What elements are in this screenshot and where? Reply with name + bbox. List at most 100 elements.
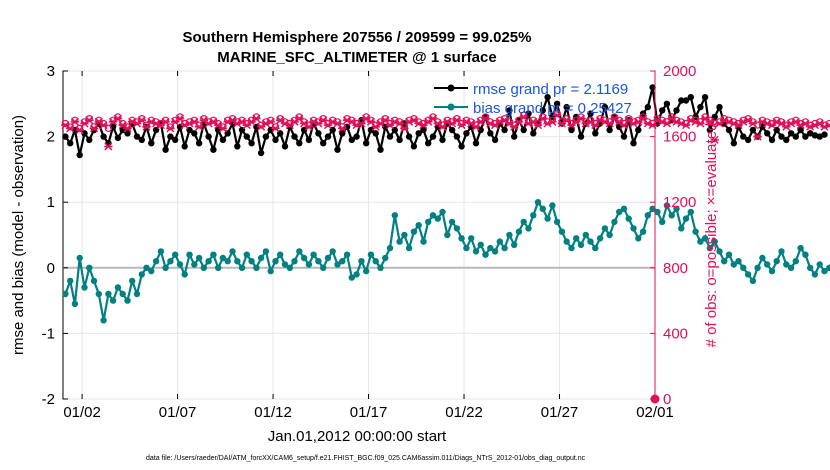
ticks: 01/02 01/07 01/12 01/17 01/22 01/27 02/01 -2 -1 0… bbox=[42, 63, 697, 421]
y-tick-label-left: 1 bbox=[47, 194, 55, 211]
point-obs_evaluated bbox=[213, 121, 223, 130]
x-tick-label: 01/22 bbox=[445, 404, 483, 421]
point-obs_evaluated bbox=[194, 122, 204, 131]
point-bias bbox=[363, 267, 370, 275]
point-obs_possible bbox=[687, 114, 695, 123]
point-obs_possible bbox=[668, 113, 676, 121]
y-tick-label-right: 400 bbox=[663, 325, 688, 342]
series-bias bbox=[62, 199, 830, 324]
point-bias bbox=[81, 284, 88, 291]
point-rmse bbox=[797, 126, 804, 134]
point-obs_possible bbox=[520, 111, 528, 119]
point-rmse bbox=[324, 133, 332, 140]
point-bias bbox=[215, 264, 222, 271]
y-tick-label-left: 3 bbox=[47, 63, 55, 80]
point-rmse bbox=[367, 126, 375, 134]
point-rmse bbox=[181, 143, 188, 150]
point-bias bbox=[343, 251, 351, 258]
point-obs_possible bbox=[190, 116, 198, 124]
point-bias bbox=[157, 248, 165, 255]
point-obs_possible bbox=[319, 114, 327, 123]
point-bias bbox=[587, 238, 594, 245]
point-obs_possible bbox=[596, 114, 604, 123]
y-axis-label-right: # of obs: o=possible; ×=evaluated bbox=[703, 123, 720, 348]
point-rmse bbox=[706, 126, 714, 134]
point-rmse bbox=[511, 133, 518, 140]
point-bias bbox=[754, 264, 761, 271]
point-bias bbox=[682, 215, 690, 222]
point-rmse bbox=[248, 140, 255, 147]
point-bias bbox=[191, 261, 198, 268]
point-obs_possible bbox=[310, 116, 318, 124]
series-obs_possible bbox=[61, 109, 830, 132]
point-rmse bbox=[520, 126, 527, 134]
point-bias bbox=[300, 254, 308, 262]
point-obs_evaluated bbox=[80, 119, 89, 128]
point-bias bbox=[659, 218, 666, 226]
point-obs_evaluated bbox=[323, 121, 333, 130]
point-rmse bbox=[425, 140, 432, 147]
point-rmse bbox=[439, 136, 446, 144]
point-obs_possible bbox=[195, 121, 203, 129]
y-tick-label-right: 1600 bbox=[663, 129, 696, 146]
point-bias bbox=[296, 248, 303, 255]
point-obs_possible bbox=[357, 118, 365, 126]
point-bias bbox=[534, 199, 542, 206]
point-bias bbox=[114, 284, 122, 291]
point-bias bbox=[133, 290, 141, 298]
y-tick-label-right: 2000 bbox=[663, 63, 696, 80]
point-bias bbox=[592, 244, 599, 252]
point-rmse bbox=[124, 130, 131, 137]
point-rmse bbox=[291, 133, 298, 140]
point-obs_evaluated bbox=[734, 121, 743, 130]
point-rmse bbox=[783, 136, 790, 144]
point-rmse bbox=[363, 140, 370, 147]
point-bias bbox=[654, 208, 661, 216]
point-rmse bbox=[501, 126, 508, 134]
point-bias bbox=[186, 251, 193, 258]
point-rmse bbox=[86, 136, 93, 144]
point-obs_possible bbox=[720, 114, 728, 123]
point-obs_possible bbox=[434, 118, 442, 126]
point-obs_possible bbox=[539, 113, 547, 121]
point-obs_evaluated bbox=[572, 117, 581, 126]
chart-title-line2: MARINE_SFC_ALTIMETER @ 1 surface bbox=[217, 49, 496, 66]
point-obs_possible bbox=[625, 114, 633, 123]
point-rmse bbox=[448, 126, 456, 134]
point-obs_evaluated bbox=[199, 116, 209, 125]
point-bias bbox=[205, 258, 212, 265]
point-bias bbox=[448, 218, 456, 226]
point-obs_possible bbox=[267, 116, 275, 124]
point-obs_evaluated bbox=[567, 121, 576, 130]
series-layer bbox=[61, 84, 830, 404]
point-rmse bbox=[210, 146, 217, 153]
point-obs_possible bbox=[166, 123, 174, 131]
point-obs_evaluated bbox=[433, 119, 442, 128]
point-bias bbox=[143, 264, 150, 271]
point-obs_evaluated bbox=[132, 119, 142, 128]
point-rmse bbox=[377, 146, 384, 153]
point-obs_evaluated bbox=[104, 142, 113, 151]
point-obs_evaluated bbox=[409, 116, 419, 125]
point-obs_evaluated bbox=[247, 117, 256, 126]
point-bias bbox=[310, 251, 317, 258]
point-bias bbox=[468, 235, 475, 242]
point-obs_possible bbox=[252, 113, 260, 121]
point-bias bbox=[234, 258, 241, 265]
point-obs_possible bbox=[338, 123, 346, 131]
point-rmse bbox=[816, 133, 823, 140]
point-obs_evaluated bbox=[361, 114, 371, 123]
point-bias bbox=[807, 264, 814, 271]
point-obs_possible bbox=[238, 116, 246, 124]
x-tick-label: 01/02 bbox=[63, 404, 101, 421]
point-obs_possible bbox=[486, 118, 494, 126]
point-rmse bbox=[315, 130, 322, 137]
point-bias bbox=[453, 225, 461, 232]
point-obs_evaluated bbox=[123, 124, 132, 133]
point-obs_possible bbox=[644, 118, 652, 126]
point-obs_possible bbox=[400, 123, 408, 131]
point-bias bbox=[100, 317, 107, 324]
point-obs_evaluated bbox=[624, 116, 633, 125]
point-obs_evaluated bbox=[237, 117, 247, 126]
